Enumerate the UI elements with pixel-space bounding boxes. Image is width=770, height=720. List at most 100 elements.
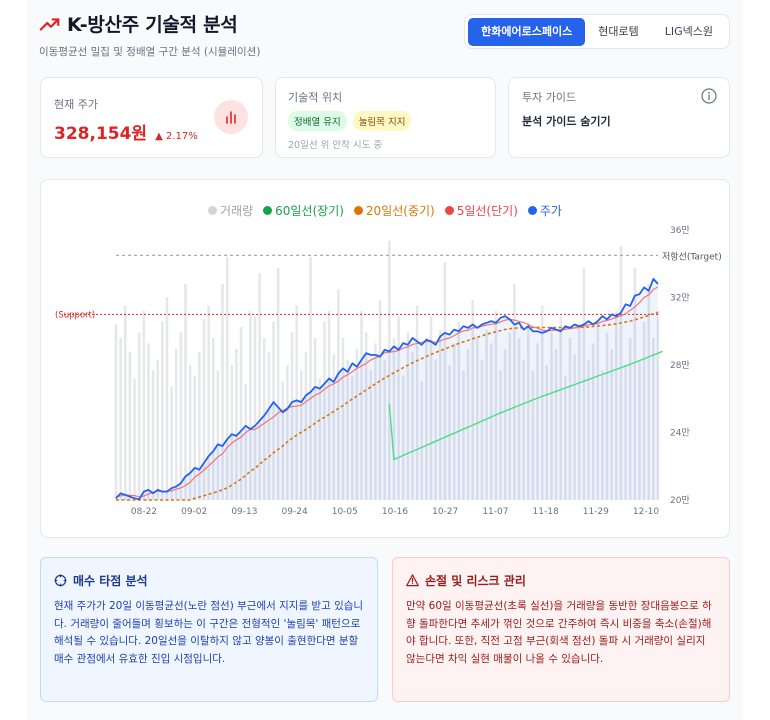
volume-bar [161, 321, 164, 500]
volume-bar [642, 321, 646, 500]
risk-panel: 손절 및 리스크 관리 만약 60일 이동평균선(초록 실선)을 거래량을 동반… [392, 557, 730, 702]
header: K-방산주 기술적 분석 이동평균선 밀집 및 정배열 구간 분석 (시뮬레이션… [39, 10, 729, 60]
page-title: K-방산주 기술적 분석 [67, 14, 238, 36]
volume-bar [596, 321, 600, 500]
info-icon[interactable] [701, 88, 717, 104]
volume-bar [272, 321, 275, 500]
risk-panel-body: 만약 60일 이동평균선(초록 실선)을 거래량을 동반한 장대음봉으로 하향 … [406, 600, 712, 665]
volume-bar [610, 348, 613, 500]
status-badge-pullback: 눌림목 지지 [352, 111, 412, 131]
volume-bar [341, 338, 345, 500]
y-tick-label: 28만 [670, 360, 690, 371]
volume-bar [128, 351, 132, 500]
legend-ma20[interactable]: 20일선(중기) [353, 202, 435, 219]
volume-bar [230, 365, 234, 500]
price-line [115, 278, 659, 501]
guide-label: 투자 가이드 [522, 91, 577, 104]
page: K-방산주 기술적 분석 이동평균선 밀집 및 정배열 구간 분석 (시뮬레이션… [27, 0, 743, 720]
volume-bar [202, 319, 206, 500]
volume-bar [568, 338, 572, 500]
x-tick-label: 09-24 [282, 507, 308, 517]
volume-bar [151, 370, 155, 500]
legend-volume[interactable]: 거래량 [208, 202, 253, 219]
title-row: K-방산주 기술적 분석 [39, 10, 729, 37]
volume-bar [401, 375, 405, 500]
volume-bar [647, 284, 650, 500]
page-subtitle: 이동평균선 밀집 및 정배열 구간 분석 (시뮬레이션) [39, 46, 261, 58]
volume-bar [323, 321, 326, 500]
y-tick-label: 32만 [670, 293, 690, 304]
volume-bar [170, 386, 173, 500]
volume-bar [374, 343, 377, 500]
volume-bar [137, 332, 141, 500]
volume-bar [564, 375, 567, 500]
volume-bar [165, 297, 169, 500]
volume-bar [429, 316, 433, 500]
volume-bar [114, 324, 118, 500]
volume-bar [119, 338, 122, 500]
volume-bar [313, 338, 317, 500]
volume-bar [258, 273, 261, 500]
volume-bar [360, 311, 363, 500]
position-note: 20일선 위 안착 시도 중 [288, 140, 383, 151]
volume-bar [193, 375, 197, 500]
volume-bar [239, 327, 243, 500]
position-label: 기술적 위치 [288, 91, 343, 104]
volume-bar [355, 348, 359, 500]
tab-hanwha[interactable]: 한화에어로스페이스 [468, 17, 586, 46]
chart-legend: 거래량 60일선(장기) 20일선(중기) 5일선(단기) 주가 [41, 202, 729, 219]
volume-bar [179, 332, 183, 500]
volume-bar [369, 370, 373, 500]
buy-panel-title: 매수 타점 분석 [73, 574, 148, 588]
current-price: 328,154원 [54, 124, 148, 144]
volume-bar [156, 359, 159, 500]
volume-bar [448, 365, 451, 500]
volume-bar [378, 300, 382, 500]
x-tick-label: 11-18 [533, 507, 559, 517]
volume-bar [577, 327, 581, 500]
warning-icon [406, 574, 419, 587]
volume-bar [350, 375, 354, 500]
chart-card: 거래량 60일선(장기) 20일선(중기) 5일선(단기) 주가 저항선(Tar… [40, 179, 730, 538]
legend-ma60[interactable]: 60일선(장기) [263, 202, 344, 219]
volume-bar [624, 365, 627, 500]
volume-bar [397, 316, 400, 500]
x-tick-label: 11-07 [482, 507, 508, 517]
legend-price[interactable]: 주가 [527, 202, 562, 219]
volume-bar [503, 348, 507, 500]
volume-bar [216, 370, 220, 500]
volume-bar [262, 338, 266, 500]
volume-bar [462, 370, 465, 500]
volume-bar [300, 370, 303, 500]
volume-bar [383, 359, 386, 500]
volume-bar [633, 267, 637, 500]
price-change: ▲ 2.17% [155, 131, 198, 142]
bar-chart-icon [214, 100, 248, 134]
volume-bar [522, 359, 525, 500]
volume-bar [573, 354, 576, 500]
volume-bar [304, 351, 308, 500]
ma20-line [116, 311, 659, 501]
volume-bar [411, 351, 414, 500]
volume-bar [443, 262, 447, 500]
volume-bar [619, 246, 623, 500]
volume-bar [615, 311, 618, 500]
legend-ma5[interactable]: 5일선(단기) [444, 202, 518, 219]
volume-bar [276, 267, 280, 500]
volume-bar [513, 284, 516, 500]
volume-bar [225, 257, 229, 500]
x-tick-label: 10-16 [382, 507, 408, 517]
volume-bar [235, 348, 238, 500]
tab-hyundai-rotem[interactable]: 현대로템 [598, 24, 639, 38]
volume-bar [267, 351, 271, 500]
hide-guide-toggle[interactable]: 분석 가이드 숨기기 [522, 115, 611, 128]
volume-bar [142, 311, 146, 500]
x-tick-label: 10-05 [332, 507, 358, 517]
stock-tabs: 한화에어로스페이스 현대로템 LIG넥스원 [464, 14, 730, 49]
volume-bar [545, 365, 549, 500]
volume-bar [471, 300, 474, 500]
tab-lig-nex1[interactable]: LIG넥스원 [664, 24, 713, 38]
volume-bar [392, 338, 396, 500]
volume-bar [332, 354, 335, 500]
x-tick-label: 08-22 [131, 507, 157, 517]
